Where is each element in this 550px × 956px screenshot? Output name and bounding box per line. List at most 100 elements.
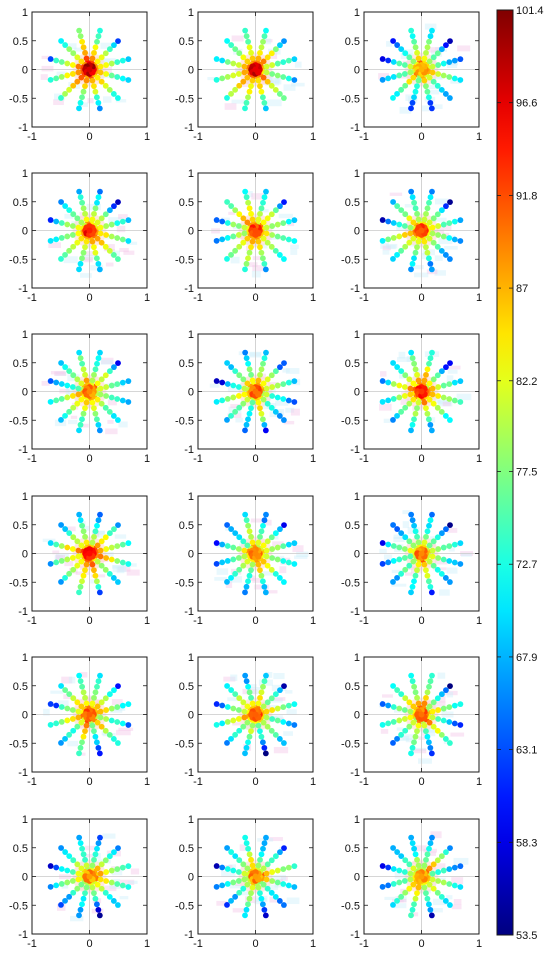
data-point bbox=[97, 834, 103, 841]
data-point bbox=[74, 723, 81, 730]
background-patch bbox=[438, 237, 453, 245]
data-point bbox=[451, 379, 458, 386]
data-point bbox=[80, 733, 87, 740]
background-patch bbox=[41, 55, 51, 60]
data-point bbox=[263, 714, 270, 721]
data-point bbox=[426, 719, 433, 726]
data-point bbox=[258, 410, 265, 417]
y-tick-label: 0 bbox=[354, 226, 360, 238]
data-point bbox=[94, 865, 101, 872]
data-point bbox=[457, 238, 464, 244]
x-tick-label: 0 bbox=[252, 938, 258, 950]
data-point bbox=[76, 750, 82, 757]
data-point bbox=[428, 912, 435, 919]
x-tick-label: 0 bbox=[418, 292, 424, 304]
background-patch bbox=[80, 273, 92, 278]
background-patch bbox=[250, 518, 266, 523]
y-tick-label: -0.5 bbox=[9, 577, 28, 589]
data-point bbox=[379, 883, 386, 890]
background-patch bbox=[110, 707, 123, 713]
data-point bbox=[74, 861, 81, 868]
data-point bbox=[47, 540, 54, 546]
data-point bbox=[248, 694, 254, 701]
data-point bbox=[244, 719, 251, 726]
data-point bbox=[414, 210, 420, 217]
background-patch bbox=[448, 547, 455, 552]
x-tick-label: -1 bbox=[359, 453, 369, 465]
data-point bbox=[410, 380, 417, 387]
background-patch bbox=[395, 735, 409, 742]
data-point bbox=[268, 695, 275, 702]
background-patch bbox=[290, 248, 298, 255]
background-patch bbox=[429, 89, 440, 95]
data-point bbox=[236, 889, 243, 896]
data-point bbox=[260, 845, 266, 852]
data-point bbox=[80, 410, 87, 417]
data-point bbox=[106, 247, 113, 254]
data-point bbox=[255, 700, 262, 707]
data-point bbox=[394, 364, 401, 370]
data-point bbox=[53, 236, 60, 243]
data-point bbox=[243, 194, 250, 201]
data-point bbox=[434, 566, 441, 573]
data-point bbox=[53, 75, 60, 82]
data-point bbox=[411, 683, 418, 690]
data-point bbox=[246, 851, 253, 858]
data-point bbox=[396, 717, 403, 724]
background-patch bbox=[54, 419, 67, 427]
background-patch bbox=[221, 870, 236, 878]
x-tick-label: 1 bbox=[476, 938, 482, 950]
data-point bbox=[269, 707, 276, 713]
data-point bbox=[94, 558, 101, 565]
data-point bbox=[83, 377, 90, 384]
background-patch bbox=[225, 581, 233, 588]
data-point bbox=[264, 78, 271, 85]
data-point bbox=[82, 890, 88, 897]
data-point bbox=[411, 578, 417, 585]
data-point bbox=[394, 849, 401, 855]
background-patch bbox=[294, 555, 308, 559]
data-point bbox=[408, 511, 415, 518]
data-point bbox=[232, 691, 239, 698]
data-point bbox=[243, 99, 250, 106]
data-point bbox=[410, 881, 417, 888]
data-point bbox=[241, 391, 248, 398]
y-tick-label: 0 bbox=[188, 65, 194, 77]
data-point bbox=[70, 372, 77, 379]
colorbar-tick-label: 77.5 bbox=[516, 467, 537, 479]
data-point bbox=[255, 884, 262, 891]
data-point bbox=[281, 579, 287, 585]
data-point bbox=[94, 219, 101, 226]
data-point bbox=[401, 384, 408, 390]
data-point bbox=[93, 578, 100, 585]
data-point bbox=[69, 232, 76, 238]
data-point bbox=[407, 708, 414, 715]
background-patch bbox=[70, 415, 78, 419]
data-point bbox=[235, 878, 242, 884]
data-point bbox=[91, 694, 97, 701]
data-point bbox=[79, 360, 86, 367]
data-point bbox=[430, 78, 437, 85]
data-point bbox=[58, 543, 65, 549]
background-patch bbox=[437, 672, 446, 679]
data-point bbox=[236, 695, 243, 702]
background-patch bbox=[103, 58, 116, 63]
data-point bbox=[95, 355, 102, 362]
background-patch bbox=[434, 270, 446, 276]
data-point bbox=[224, 234, 231, 241]
y-tick-label: -1 bbox=[350, 444, 360, 456]
data-point bbox=[94, 683, 100, 690]
data-point bbox=[281, 199, 287, 205]
data-point bbox=[280, 74, 287, 80]
data-point bbox=[426, 558, 433, 565]
background-patch bbox=[273, 673, 285, 680]
background-patch bbox=[115, 729, 131, 736]
data-point bbox=[447, 522, 453, 528]
y-tick-label: 1 bbox=[22, 652, 28, 664]
background-patch bbox=[283, 420, 295, 425]
data-point bbox=[119, 882, 126, 889]
data-point bbox=[111, 526, 117, 533]
data-point bbox=[442, 898, 449, 904]
background-patch bbox=[232, 722, 241, 726]
data-point bbox=[236, 243, 243, 250]
